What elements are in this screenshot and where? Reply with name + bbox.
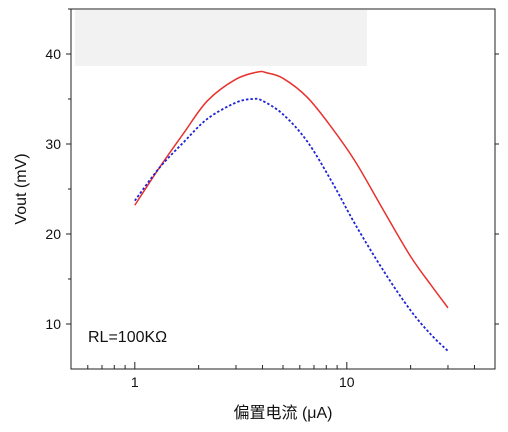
- x-tick-label: 10: [339, 374, 355, 390]
- x-axis-title: 偏置电流 (μA): [234, 404, 333, 422]
- y-tick-label: 20: [45, 226, 61, 242]
- y-tick-label: 40: [45, 46, 61, 62]
- legend-placeholder-box: [75, 10, 367, 66]
- series-lines: [134, 70, 449, 352]
- y-axis-title: Vout (mV): [13, 153, 30, 224]
- axis-ticks: 1 10 10 20 30 40: [45, 8, 499, 390]
- series-line-1: [134, 70, 449, 309]
- y-tick-label: 10: [45, 316, 61, 332]
- y-tick-label: 30: [45, 136, 61, 152]
- x-tick-label: 1: [131, 374, 139, 390]
- series-line-2: [134, 97, 449, 352]
- annotation-label: RL=100KΩ: [88, 329, 167, 346]
